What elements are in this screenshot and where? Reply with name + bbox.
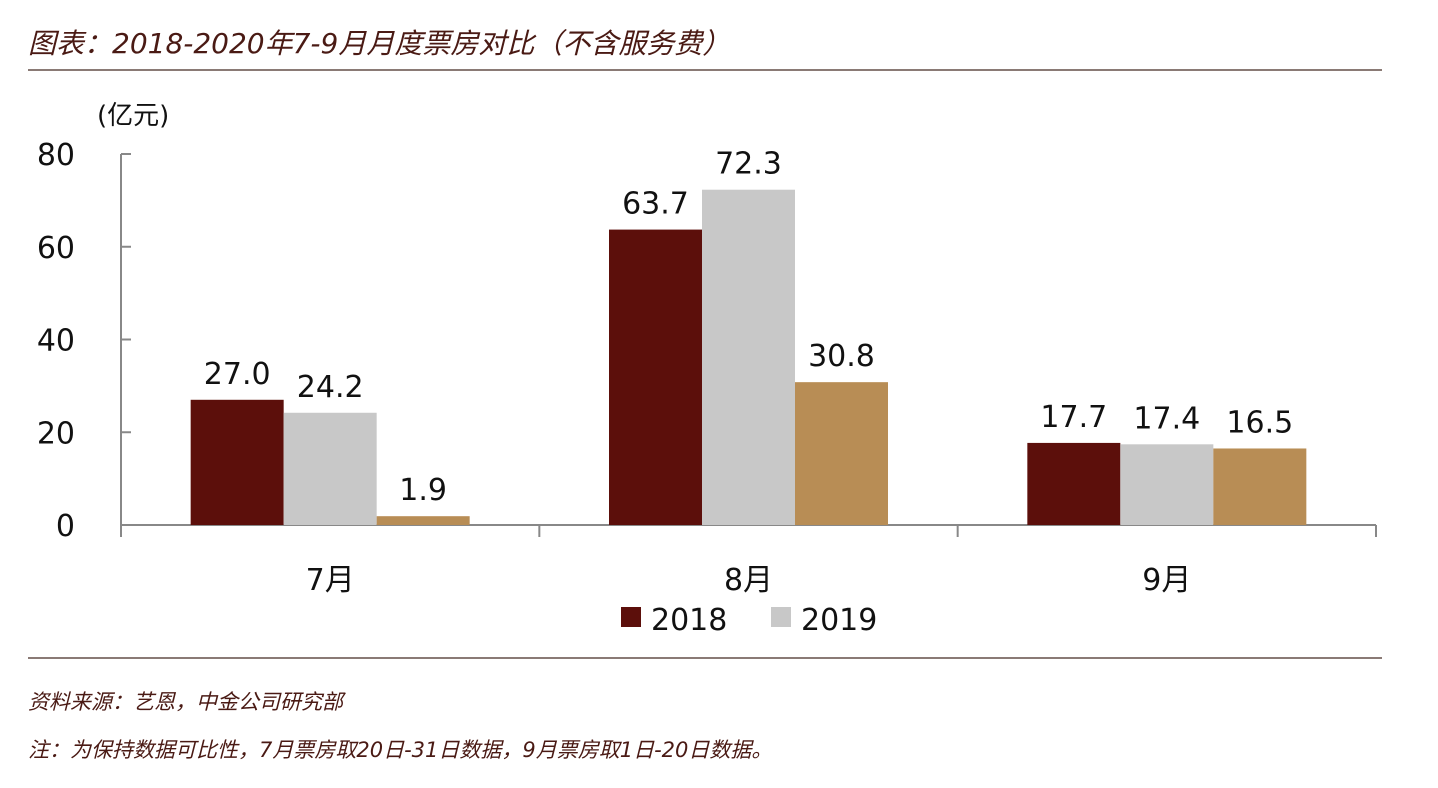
legend-label: 2019 xyxy=(801,603,877,638)
chart-legend: 2018 2019 xyxy=(621,603,877,638)
y-tick-label: 0 xyxy=(56,509,75,544)
bar xyxy=(376,516,470,525)
chart-labels: (亿元) 27.0 24.2 1.9 63.7 72.3 30.8 17.7 17.4 16.5 xyxy=(97,101,1293,508)
x-tick-label: 7月 xyxy=(306,563,355,598)
data-label: 1.9 xyxy=(399,473,447,508)
bottom-divider xyxy=(28,657,1382,659)
y-tick-label: 40 xyxy=(37,324,75,359)
chart-title: 图表：2018-2020年7-9月月度票房对比（不含服务费） xyxy=(28,27,731,60)
x-tick-label: 8月 xyxy=(724,563,773,598)
legend-swatch xyxy=(621,607,641,627)
chart-bars xyxy=(190,189,1307,526)
data-label: 63.7 xyxy=(622,187,689,222)
footnote: 注：为保持数据可比性，7月票房取20日-31日数据，9月票房取1日-20日数据。 xyxy=(28,738,773,762)
data-label: 17.7 xyxy=(1040,400,1107,435)
y-tick-label: 20 xyxy=(37,416,75,451)
bar-chart: 0 20 40 60 80 7月 8月 9月 (亿元) 27.0 24.2 1.9 63.7 72.3 3… xyxy=(37,101,1377,638)
data-label: 27.0 xyxy=(204,357,271,392)
legend-label: 2018 xyxy=(651,603,727,638)
data-label: 30.8 xyxy=(808,339,875,374)
x-tick-label: 9月 xyxy=(1142,563,1191,598)
bar xyxy=(1120,444,1214,525)
y-tick-label: 80 xyxy=(37,138,75,173)
y-unit-label: (亿元) xyxy=(97,101,169,131)
bar xyxy=(702,189,795,526)
data-label: 72.3 xyxy=(715,147,782,182)
bar xyxy=(609,229,702,525)
source-note: 资料来源：艺恩，中金公司研究部 xyxy=(28,690,343,714)
bar xyxy=(1213,448,1307,525)
bar xyxy=(795,382,888,525)
bar xyxy=(1027,442,1121,525)
data-label: 16.5 xyxy=(1226,405,1293,440)
top-divider xyxy=(28,69,1382,71)
bar xyxy=(283,412,377,525)
data-label: 17.4 xyxy=(1133,401,1200,436)
legend-swatch xyxy=(771,607,791,627)
y-tick-label: 60 xyxy=(37,231,75,266)
bar xyxy=(190,399,284,525)
data-label: 24.2 xyxy=(297,370,364,405)
